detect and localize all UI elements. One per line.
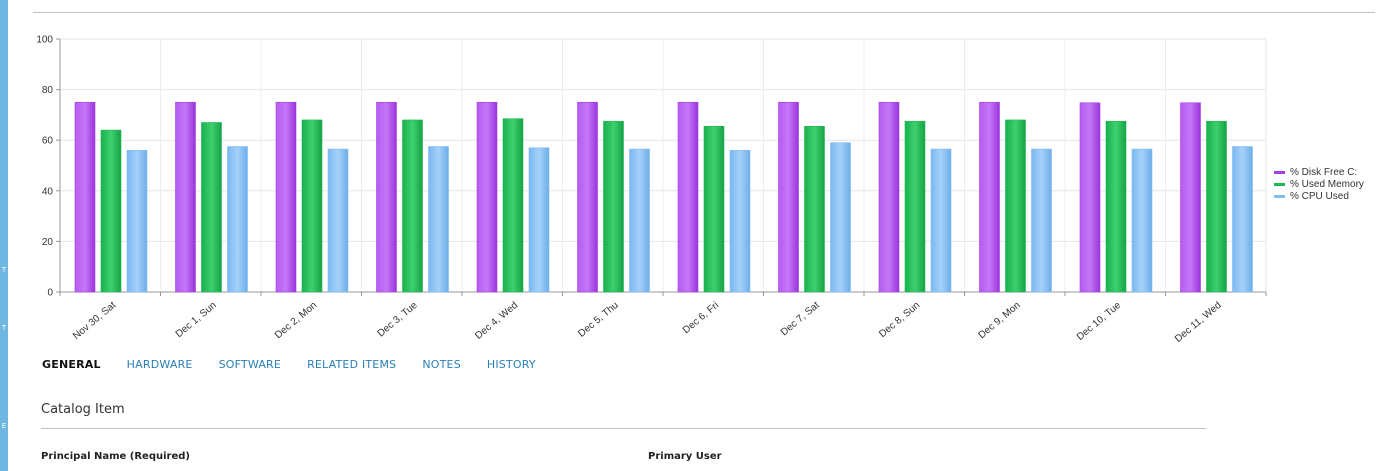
performance-chart: 0 20 40 60 80 100 Nov 30, Sat Dec 1, Sun Dec 2, … — [20, 22, 1389, 352]
legend-swatch-0 — [1274, 171, 1285, 174]
tab-general[interactable]: GENERAL — [42, 358, 101, 371]
bar-2-4 — [528, 147, 550, 293]
legend-label-0: % Disk Free C: — [1290, 167, 1357, 178]
y-tick-label: 20 — [42, 237, 54, 248]
bar-2-3 — [428, 146, 449, 293]
tab-software[interactable]: SOFTWARE — [218, 358, 282, 371]
x-tick-label: Dec 11, Wed — [1173, 300, 1224, 345]
bar-1-4 — [502, 118, 524, 293]
bar-2-2 — [327, 148, 349, 293]
bar-1-1 — [201, 122, 222, 293]
legend-swatch-1 — [1274, 183, 1285, 186]
principal-name-label: Principal Name (Required) — [41, 451, 190, 462]
rail-mark-2: T — [1, 324, 7, 332]
x-tick-label: Dec 8, Sun — [877, 300, 922, 340]
primary-user-label: Primary User — [648, 451, 722, 462]
bar-0-7 — [778, 101, 799, 293]
tab-notes[interactable]: NOTES — [422, 358, 461, 371]
bar-0-4 — [476, 101, 498, 293]
bar-1-0 — [100, 129, 122, 293]
bar-1-7 — [804, 125, 825, 293]
rail-mark-1: T — [1, 266, 7, 274]
x-tick-label: Dec 1, Sun — [174, 300, 219, 340]
x-tick-label: Dec 9, Mon — [976, 300, 1022, 341]
bar-2-8 — [930, 148, 952, 293]
y-tick-label: 40 — [42, 186, 54, 197]
bar-1-9 — [1005, 119, 1026, 293]
bar-0-8 — [878, 101, 900, 293]
chart-grid — [60, 38, 1267, 292]
bar-1-11 — [1206, 120, 1227, 293]
bar-2-10 — [1131, 148, 1153, 293]
bar-2-6 — [729, 150, 751, 293]
bar-0-5 — [577, 101, 598, 293]
chart-bars — [74, 101, 1253, 293]
x-tick-label: Dec 3, Tue — [376, 300, 420, 340]
y-tick-label: 100 — [36, 35, 53, 46]
bar-0-2 — [275, 101, 297, 293]
bar-2-1 — [227, 146, 248, 293]
x-tick-label: Dec 5, Thu — [576, 300, 620, 340]
bar-0-0 — [74, 101, 96, 293]
tab-related-items[interactable]: RELATED ITEMS — [307, 358, 397, 371]
bar-1-8 — [904, 120, 926, 293]
bar-1-10 — [1105, 120, 1127, 293]
left-rail: T T E — [0, 0, 8, 471]
y-tick-label: 60 — [42, 136, 54, 147]
x-tick-label: Dec 4, Wed — [473, 300, 520, 342]
x-tick-label: Dec 2, Mon — [273, 300, 319, 341]
bar-2-5 — [629, 148, 650, 293]
bar-2-11 — [1232, 146, 1253, 293]
legend-label-2: % CPU Used — [1290, 191, 1349, 202]
y-tick-label: 0 — [47, 288, 53, 299]
bar-0-10 — [1079, 102, 1101, 293]
tab-history[interactable]: HISTORY — [486, 358, 536, 371]
bar-0-1 — [175, 101, 196, 293]
detail-tabs: GENERAL HARDWARE SOFTWARE RELATED ITEMS … — [42, 358, 536, 376]
bar-1-5 — [603, 120, 624, 293]
section-divider — [41, 428, 1206, 429]
bar-2-9 — [1031, 148, 1052, 293]
bar-1-2 — [301, 119, 323, 293]
bar-0-9 — [979, 101, 1000, 293]
legend-label-1: % Used Memory — [1290, 179, 1364, 190]
bar-0-11 — [1180, 102, 1201, 293]
x-tick-label: Dec 6, Fri — [681, 300, 721, 336]
legend-swatch-2 — [1274, 195, 1285, 198]
chart-svg: 0 20 40 60 80 100 Nov 30, Sat Dec 1, Sun Dec 2, … — [36, 35, 1364, 345]
bar-1-3 — [402, 119, 423, 293]
bar-2-7 — [830, 142, 851, 293]
tab-hardware[interactable]: HARDWARE — [126, 358, 193, 371]
bar-0-6 — [677, 101, 699, 293]
y-tick-label: 80 — [42, 85, 54, 96]
bar-2-0 — [126, 150, 148, 293]
x-tick-label: Nov 30, Sat — [71, 300, 118, 342]
x-tick-label: Dec 10, Tue — [1075, 300, 1124, 343]
x-tick-label: Dec 7, Sat — [779, 300, 822, 339]
top-divider — [33, 12, 1375, 13]
chart-legend: % Disk Free C:% Used Memory% CPU Used — [1274, 167, 1364, 202]
bar-1-6 — [703, 125, 725, 293]
section-title: Catalog Item — [41, 402, 125, 417]
rail-mark-3: E — [1, 422, 7, 430]
bar-0-3 — [376, 101, 397, 293]
